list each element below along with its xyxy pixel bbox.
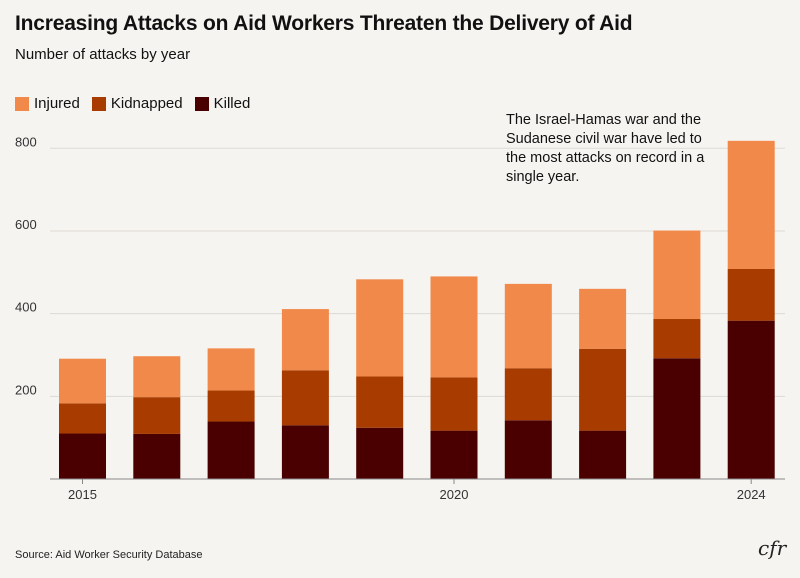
legend: Injured Kidnapped Killed bbox=[15, 95, 262, 112]
bar-injured-2024 bbox=[727, 140, 775, 269]
bar-killed-2022 bbox=[579, 430, 627, 479]
bar-injured-2015 bbox=[59, 358, 106, 404]
bar-injured-2018 bbox=[281, 309, 329, 371]
bar-killed-2015 bbox=[59, 433, 106, 479]
y-tick-label: 800 bbox=[15, 134, 37, 149]
bar-killed-2016 bbox=[133, 433, 181, 479]
bar-injured-2019 bbox=[356, 279, 404, 377]
bar-killed-2023 bbox=[653, 358, 701, 479]
bar-killed-2019 bbox=[356, 427, 404, 479]
bar-kidnapped-2020 bbox=[430, 377, 478, 431]
bar-injured-2021 bbox=[504, 283, 552, 369]
bar-killed-2024 bbox=[727, 320, 775, 479]
x-tick-label: 2020 bbox=[440, 487, 469, 502]
bar-kidnapped-2015 bbox=[59, 403, 106, 434]
legend-swatch bbox=[15, 96, 29, 111]
legend-item-kidnapped: Kidnapped bbox=[91, 95, 183, 112]
y-tick-label: 600 bbox=[15, 217, 37, 232]
chart-subtitle: Number of attacks by year bbox=[15, 46, 191, 63]
bar-kidnapped-2016 bbox=[133, 397, 181, 434]
cfr-logo: cfr bbox=[758, 536, 787, 560]
bar-kidnapped-2019 bbox=[356, 376, 404, 428]
chart-title: Increasing Attacks on Aid Workers Threat… bbox=[15, 12, 633, 35]
bar-kidnapped-2022 bbox=[579, 348, 627, 431]
x-tick-label: 2015 bbox=[68, 487, 97, 502]
legend-swatch bbox=[194, 96, 209, 111]
x-tick-label: 2024 bbox=[737, 487, 766, 502]
bar-kidnapped-2024 bbox=[727, 268, 775, 321]
bar-killed-2020 bbox=[430, 430, 478, 479]
bar-injured-2017 bbox=[207, 348, 255, 391]
bar-kidnapped-2021 bbox=[504, 368, 552, 421]
bar-injured-2022 bbox=[579, 288, 627, 349]
y-tick-label: 400 bbox=[15, 300, 37, 315]
bar-killed-2021 bbox=[504, 420, 552, 479]
legend-label: Killed bbox=[213, 95, 251, 112]
annotation-text: The Israel-Hamas war and the Sudanese ci… bbox=[506, 112, 705, 185]
bar-killed-2017 bbox=[207, 421, 255, 479]
bar-killed-2018 bbox=[281, 425, 329, 479]
source-note: Source: Aid Worker Security Database bbox=[15, 549, 203, 561]
legend-item-injured: Injured bbox=[15, 95, 80, 112]
bar-kidnapped-2018 bbox=[281, 370, 329, 426]
bar-injured-2020 bbox=[430, 276, 478, 378]
legend-label: Injured bbox=[34, 95, 80, 112]
bar-injured-2016 bbox=[133, 356, 181, 398]
bar-injured-2023 bbox=[653, 230, 701, 320]
legend-item-killed: Killed bbox=[194, 95, 251, 112]
legend-swatch bbox=[91, 96, 106, 111]
bar-kidnapped-2023 bbox=[653, 319, 701, 359]
legend-label: Kidnapped bbox=[110, 95, 183, 112]
bar-kidnapped-2017 bbox=[207, 390, 255, 422]
y-tick-label: 200 bbox=[15, 382, 37, 397]
